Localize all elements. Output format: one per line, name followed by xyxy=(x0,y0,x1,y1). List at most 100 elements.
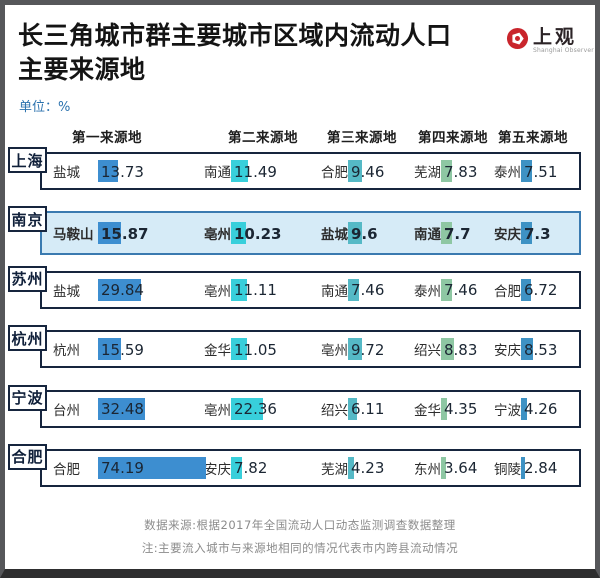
source-city-label: 芜湖 xyxy=(321,461,348,478)
source-value: 11.05 xyxy=(231,338,277,361)
source-city-label: 台州 xyxy=(53,402,80,419)
explanatory-note: 注:主要流入城市与来源地相同的情况代表市内跨县流动情况 xyxy=(141,541,459,555)
value-bar xyxy=(441,222,453,245)
source-cell: 杭州 15.59 xyxy=(42,338,200,361)
source-value: 10.23 xyxy=(231,222,281,245)
source-value: 11.11 xyxy=(231,278,277,301)
value-bar xyxy=(231,278,248,301)
value-number: 9.72 xyxy=(351,340,385,359)
column-header: 第五来源地 xyxy=(498,130,568,146)
value-number: 3.64 xyxy=(444,459,478,478)
source-cell: 安庆 7.82 xyxy=(200,456,317,479)
column-header: 第四来源地 xyxy=(418,130,488,146)
city-row: 上海 盐城 13.73 南通 11.49 合肥 9.46 芜湖 7.83 泰州 7.51 xyxy=(5,147,595,206)
value-number: 74.19 xyxy=(101,459,144,478)
city-row-box: 杭州 15.59 金华 11.05 亳州 9.72 绍兴 8.83 安庆 8.53 xyxy=(40,330,581,369)
source-city-label: 盐城 xyxy=(321,227,348,244)
source-value: 7.82 xyxy=(231,456,267,479)
value-number: 8.83 xyxy=(444,340,478,359)
source-city-label: 亳州 xyxy=(321,343,348,360)
source-value: 32.48 xyxy=(98,397,146,420)
value-number: 7.3 xyxy=(524,224,551,243)
value-number: 29.84 xyxy=(101,281,144,300)
source-value: 7.7 xyxy=(441,222,471,245)
value-bar xyxy=(231,222,246,245)
source-cell: 绍兴 6.11 xyxy=(317,397,410,420)
city-row-label: 杭州 xyxy=(8,325,47,352)
source-cell: 合肥 9.46 xyxy=(317,160,410,182)
source-cell: 铜陵 2.84 xyxy=(490,456,579,479)
city-row: 杭州 杭州 15.59 金华 11.05 亳州 9.72 绍兴 8.83 安庆 8.53 xyxy=(5,325,595,384)
data-source-note: 数据来源:根据2017年全国流动人口动态监测调查数据整理 xyxy=(144,518,456,532)
value-number: 9.6 xyxy=(351,224,378,243)
city-row-label: 南京 xyxy=(8,206,47,233)
page-title-line1: 长三角城市群主要城市区域内流动人口 xyxy=(18,21,452,50)
source-cell: 马鞍山 15.87 xyxy=(42,222,200,245)
source-cell: 亳州 9.72 xyxy=(317,338,410,361)
source-value: 3.64 xyxy=(441,456,478,479)
city-row: 合肥 合肥 74.19 安庆 7.82 芜湖 4.23 东州 3.64 铜陵 2.84 xyxy=(5,443,595,503)
value-bar xyxy=(441,338,454,361)
source-cell: 芜湖 4.23 xyxy=(317,456,410,479)
source-value: 7.46 xyxy=(441,278,477,301)
city-row: 南京 马鞍山 15.87 亳州 10.23 盐城 9.6 南通 7.7 安庆 7.3 xyxy=(5,206,595,265)
source-city-label: 绍兴 xyxy=(321,402,348,419)
logo-name: 上观 xyxy=(533,26,578,48)
value-bar xyxy=(231,456,243,479)
value-number: 7.46 xyxy=(351,281,385,300)
source-city-label: 绍兴 xyxy=(414,343,441,360)
source-cell: 盐城 29.84 xyxy=(42,278,200,301)
source-value: 7.46 xyxy=(348,278,385,301)
source-city-label: 南通 xyxy=(414,227,441,244)
source-city-label: 金华 xyxy=(204,343,231,360)
value-bar xyxy=(521,456,526,479)
source-value: 15.87 xyxy=(98,222,148,245)
source-value: 8.83 xyxy=(441,338,478,361)
chart-rows: 上海 盐城 13.73 南通 11.49 合肥 9.46 芜湖 7.83 泰州 7.51 南京 马… xyxy=(5,147,595,503)
source-city-label: 南通 xyxy=(204,165,231,181)
value-number: 7.7 xyxy=(444,224,471,243)
source-cell: 盐城 9.6 xyxy=(317,222,410,245)
source-value: 6.72 xyxy=(521,278,557,301)
value-bar xyxy=(348,160,362,182)
source-city-label: 杭州 xyxy=(53,343,80,360)
source-value: 4.23 xyxy=(348,456,385,479)
value-number: 32.48 xyxy=(101,400,144,419)
value-number: 11.11 xyxy=(234,281,277,300)
source-city-label: 宁波 xyxy=(494,402,521,419)
value-number: 11.05 xyxy=(234,340,277,359)
source-cell: 南通 11.49 xyxy=(200,160,317,182)
column-header: 第三来源地 xyxy=(327,130,397,146)
value-number: 6.11 xyxy=(351,400,385,419)
source-cell: 合肥 6.72 xyxy=(490,278,579,301)
source-value: 4.26 xyxy=(521,397,557,420)
source-value: 9.6 xyxy=(348,222,378,245)
source-value: 4.35 xyxy=(441,397,477,420)
city-row-label: 合肥 xyxy=(8,443,47,470)
value-number: 4.23 xyxy=(351,459,385,478)
source-cell: 台州 32.48 xyxy=(42,397,200,420)
value-bar xyxy=(521,160,532,182)
value-bar xyxy=(441,456,447,479)
city-row-box: 盐城 29.84 亳州 11.11 南通 7.46 泰州 7.46 合肥 6.72 xyxy=(40,270,581,309)
source-city-label: 马鞍山 xyxy=(53,227,94,244)
source-cell: 绍兴 8.83 xyxy=(410,338,490,361)
logo-subtitle: Shanghai Observer xyxy=(533,47,594,54)
source-city-label: 盐城 xyxy=(53,165,80,181)
source-cell: 金华 4.35 xyxy=(410,397,490,420)
source-city-label: 亳州 xyxy=(204,283,231,300)
source-city-label: 东州 xyxy=(414,461,441,478)
source-cell: 盐城 13.73 xyxy=(42,160,200,182)
city-row-box: 马鞍山 15.87 亳州 10.23 盐城 9.6 南通 7.7 安庆 7.3 xyxy=(40,211,581,256)
source-city-label: 芜湖 xyxy=(414,165,441,181)
source-value: 7.3 xyxy=(521,222,551,245)
source-value: 7.83 xyxy=(441,160,477,182)
value-bar xyxy=(98,160,118,182)
value-bar xyxy=(441,160,453,182)
source-cell: 宁波 4.26 xyxy=(490,397,579,420)
value-bar xyxy=(98,456,206,479)
city-row-box: 合肥 74.19 安庆 7.82 芜湖 4.23 东州 3.64 铜陵 2.84 xyxy=(40,448,581,487)
page-title-line2: 主要来源地 xyxy=(18,55,146,84)
value-bar xyxy=(521,222,532,245)
